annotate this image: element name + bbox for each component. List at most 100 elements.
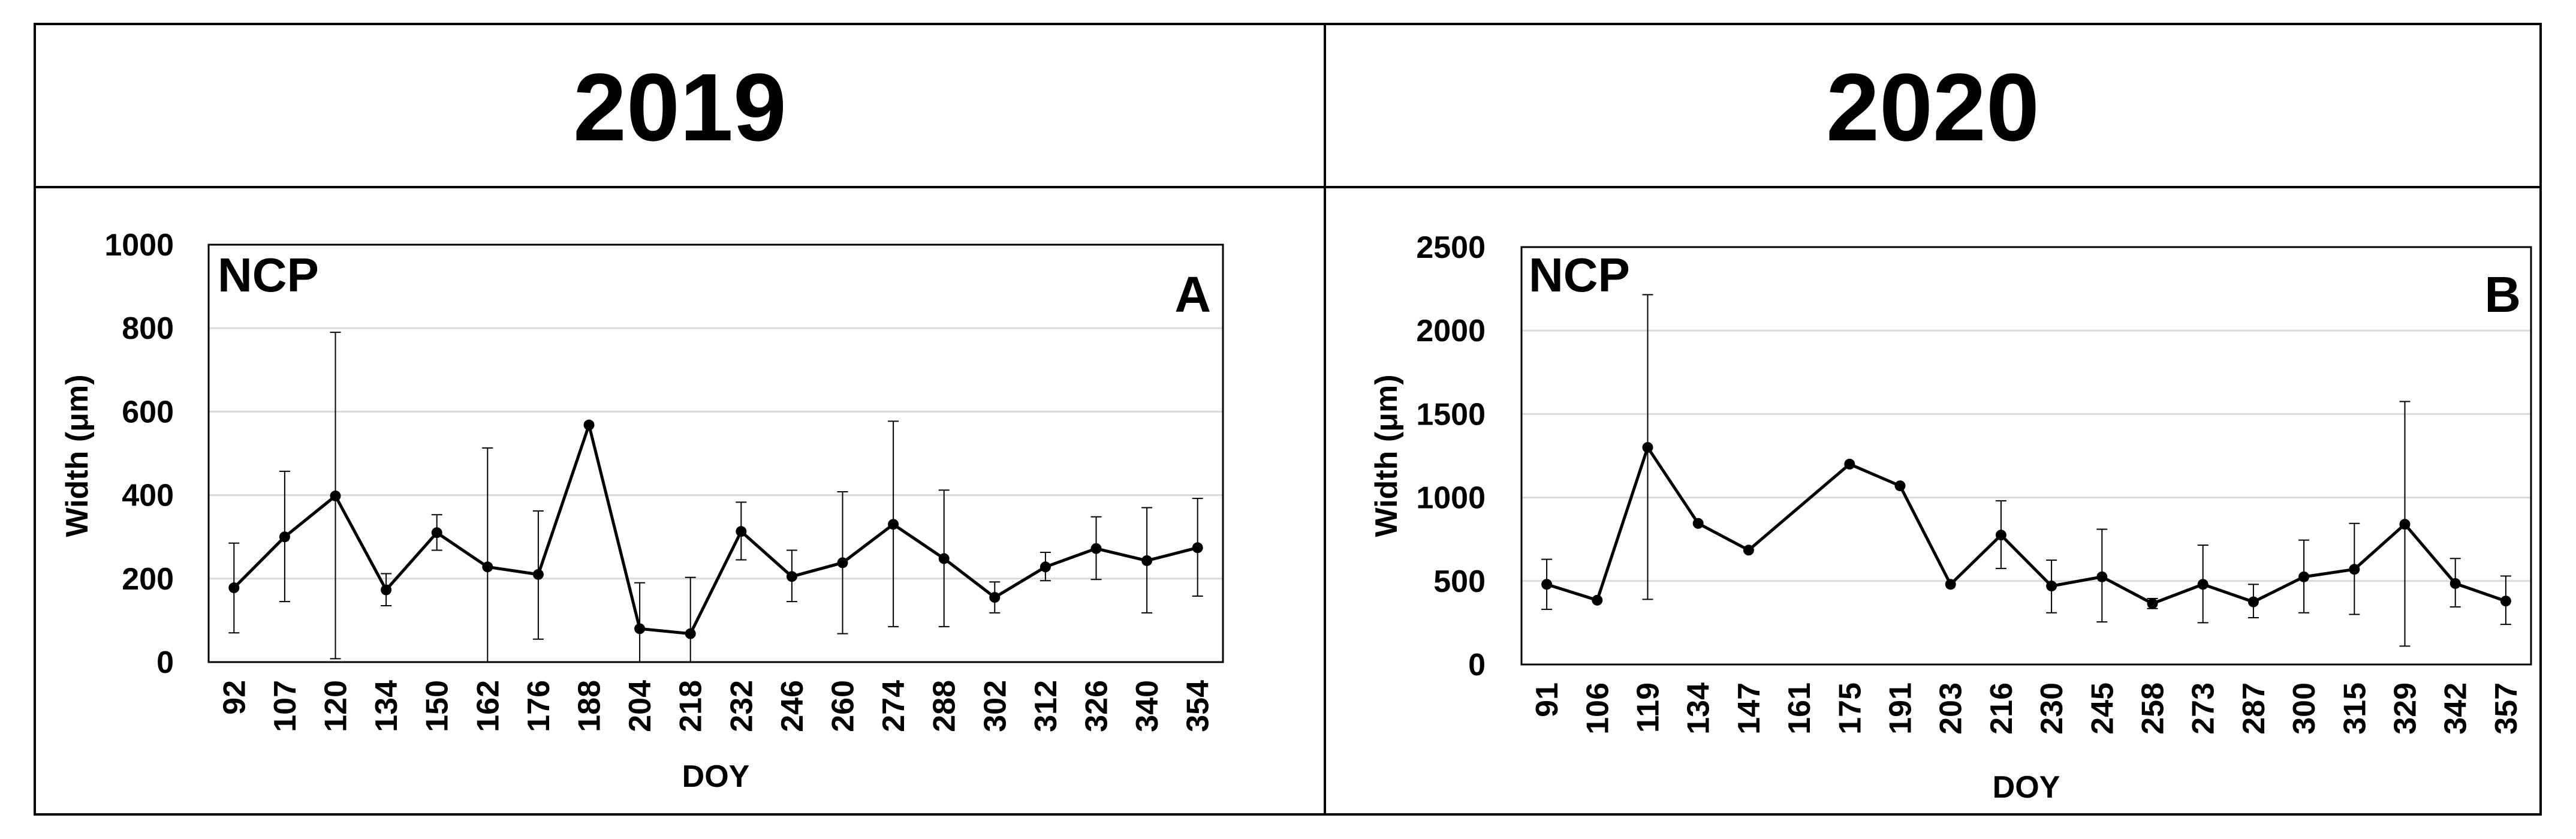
data-point: [1541, 579, 1553, 590]
year-title-2020: 2020: [1826, 53, 2039, 161]
data-point: [1040, 561, 1051, 573]
plot-area-border: [1520, 246, 2532, 666]
series-line: [233, 423, 1198, 636]
y-tick-label: 800: [122, 311, 174, 346]
x-tick-label: 246: [775, 680, 810, 732]
data-point: [228, 582, 240, 594]
data-points: [228, 419, 1203, 639]
y-tick-label: 1000: [104, 228, 174, 263]
data-point: [1592, 594, 1603, 606]
x-tick-label: 230: [2035, 682, 2069, 735]
data-point: [1945, 579, 1956, 590]
year-title-2019: 2019: [573, 53, 787, 161]
x-tick-label: 92: [217, 680, 252, 715]
data-point: [2147, 598, 2158, 609]
x-tick-label: 312: [1029, 680, 1063, 732]
gridlines: [1522, 329, 2531, 582]
data-point: [532, 569, 544, 580]
x-tick-label: 329: [2388, 682, 2423, 735]
x-tick-label: 357: [2489, 682, 2524, 735]
data-point: [1090, 543, 1102, 554]
x-tick-label: 232: [724, 680, 759, 732]
x-tick-label: 176: [522, 680, 556, 732]
y-tick-labels: 0 200 400 600 800 1000: [104, 228, 174, 680]
x-tick-label: 354: [1181, 680, 1216, 732]
data-point: [837, 557, 848, 569]
data-point: [482, 561, 493, 573]
x-tick-label: 175: [1833, 682, 1867, 735]
x-tick-labels: 92 107 120 134 150 162 176 188 204 218 232 246 260 27…: [217, 680, 1215, 732]
data-point: [2450, 578, 2461, 589]
data-point: [736, 526, 747, 537]
x-tick-label: 106: [1580, 682, 1615, 735]
data-point: [1995, 530, 2006, 541]
data-point: [279, 531, 290, 543]
x-tick-label: 119: [1631, 682, 1666, 733]
y-tick-label: 1000: [1416, 481, 1486, 516]
x-tick-label: 120: [319, 680, 354, 732]
y-axis-label: Width (μm): [60, 374, 95, 537]
x-tick-labels: 91 106 119 134 147 161 175 191 203 216 230 245 258 27…: [1530, 682, 2524, 735]
data-point: [1844, 458, 1855, 470]
y-tick-label: 200: [122, 562, 174, 597]
x-tick-label: 258: [2136, 682, 2171, 735]
y-tick-label: 0: [1468, 648, 1486, 682]
error-bars: [1541, 294, 2511, 647]
chart-panel-a: 0 200 400 600 800 1000 92 107 120 134 150 162 176 18…: [60, 228, 1224, 794]
x-tick-label: 204: [623, 680, 658, 732]
data-point: [1192, 542, 1203, 554]
x-tick-label: 342: [2439, 682, 2473, 735]
x-tick-label: 300: [2287, 682, 2322, 735]
data-point: [786, 571, 797, 582]
data-point: [583, 419, 595, 431]
data-point: [634, 623, 646, 634]
y-tick-label: 0: [156, 645, 174, 680]
x-tick-label: 216: [1984, 682, 2019, 735]
panel-label: A: [1174, 266, 1211, 323]
data-point: [888, 519, 899, 530]
x-tick-label: 274: [876, 680, 911, 732]
data-points: [1541, 442, 2511, 609]
x-tick-label: 134: [1682, 682, 1716, 735]
panel-label: B: [2484, 266, 2521, 323]
y-tick-label: 400: [122, 479, 174, 513]
plot-area-border: [207, 243, 1224, 663]
x-tick-label: 340: [1130, 680, 1165, 732]
data-point: [330, 490, 341, 501]
x-tick-label: 162: [471, 680, 505, 732]
data-point: [381, 584, 392, 596]
chart-panel-b: 0 500 1000 1500 2000 2500 91 106 119 134 147 161 17…: [1369, 230, 2532, 805]
error-bars: [228, 332, 1203, 663]
x-tick-label: 203: [1934, 682, 1969, 735]
data-point: [2096, 571, 2108, 582]
x-tick-label: 161: [1782, 682, 1817, 735]
x-tick-label: 287: [2237, 682, 2271, 735]
site-label: NCP: [218, 248, 319, 302]
y-tick-label: 2500: [1416, 230, 1486, 265]
data-point: [685, 628, 696, 639]
y-tick-label: 600: [122, 395, 174, 429]
x-axis-label: DOY: [1993, 770, 2060, 805]
x-tick-label: 302: [978, 680, 1013, 732]
data-point: [1692, 518, 1704, 529]
x-tick-label: 191: [1884, 682, 1918, 735]
x-tick-label: 218: [674, 680, 709, 732]
x-tick-label: 260: [826, 680, 861, 732]
y-axis-label: Width (μm): [1369, 374, 1404, 537]
data-point: [938, 553, 950, 564]
data-point: [2298, 571, 2310, 582]
y-tick-label: 1500: [1416, 397, 1486, 432]
x-tick-label: 134: [369, 680, 404, 732]
data-point: [2046, 581, 2057, 592]
data-point: [431, 527, 442, 539]
x-tick-label: 288: [927, 680, 962, 732]
x-tick-label: 326: [1080, 680, 1114, 732]
x-tick-label: 150: [420, 680, 455, 732]
y-tick-labels: 0 500 1000 1500 2000 2500: [1416, 230, 1486, 682]
x-tick-label: 91: [1530, 682, 1565, 717]
x-axis-label: DOY: [682, 759, 750, 794]
x-tick-label: 147: [1732, 682, 1767, 735]
x-tick-label: 273: [2186, 682, 2221, 735]
data-point: [989, 592, 1001, 603]
